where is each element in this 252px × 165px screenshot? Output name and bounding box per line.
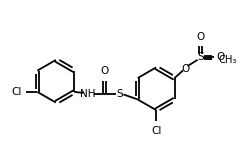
Text: O: O <box>197 32 205 42</box>
Text: S: S <box>197 52 204 62</box>
Text: O: O <box>181 64 189 74</box>
Text: Cl: Cl <box>151 126 161 136</box>
Text: NH: NH <box>80 89 96 99</box>
Text: O: O <box>100 66 108 76</box>
Text: Cl: Cl <box>11 87 22 97</box>
Text: O: O <box>216 52 224 62</box>
Text: S: S <box>117 89 123 99</box>
Text: CH₃: CH₃ <box>219 55 237 65</box>
